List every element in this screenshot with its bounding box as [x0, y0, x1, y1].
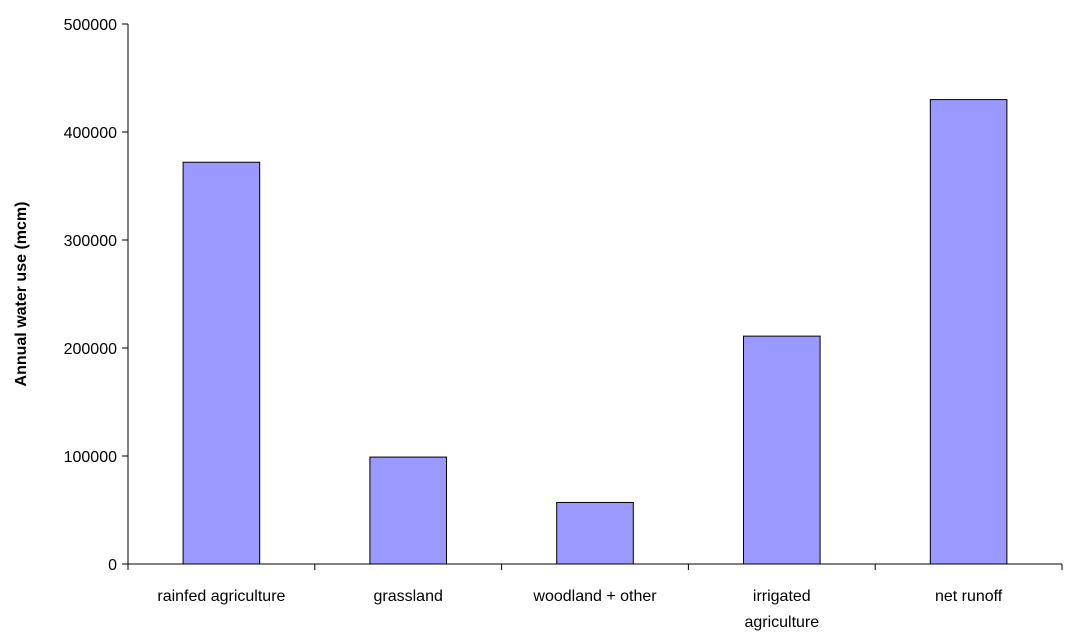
x-category-label: irrigated agriculture	[744, 588, 819, 631]
y-tick-labels: 0 100000 200000 300000 400000 500000	[64, 17, 117, 574]
bar	[743, 335, 821, 565]
x-tick-marks	[127, 564, 1063, 570]
y-tick-label: 400000	[64, 125, 117, 142]
y-tick-marks	[122, 23, 128, 565]
bar	[182, 161, 261, 565]
y-tick-label: 0	[108, 557, 117, 574]
y-tick-label: 300000	[64, 233, 117, 250]
x-category-label-line: woodland + other	[532, 588, 657, 605]
y-tick-label: 200000	[64, 341, 117, 358]
y-axis-title: Annual water use (mcm)	[13, 202, 30, 387]
x-category-label: woodland + other	[532, 588, 657, 605]
bar	[556, 501, 634, 565]
x-category-label: net runoff	[935, 588, 1003, 605]
x-category-label-line: irrigated	[753, 588, 811, 605]
y-tick-label: 100000	[64, 449, 117, 466]
bar	[369, 456, 447, 565]
y-tick-label: 500000	[64, 17, 117, 34]
x-category-labels: rainfed agriculture grassland woodland + o…	[157, 588, 1002, 631]
x-category-label: grassland	[374, 588, 443, 605]
x-category-label-line: net runoff	[935, 588, 1003, 605]
x-category-label-line: agriculture	[744, 614, 819, 631]
bars	[182, 99, 1008, 565]
x-category-label-line: rainfed agriculture	[157, 588, 285, 605]
x-category-label: rainfed agriculture	[157, 588, 285, 605]
x-category-label-line: grassland	[374, 588, 443, 605]
bar	[929, 99, 1008, 565]
